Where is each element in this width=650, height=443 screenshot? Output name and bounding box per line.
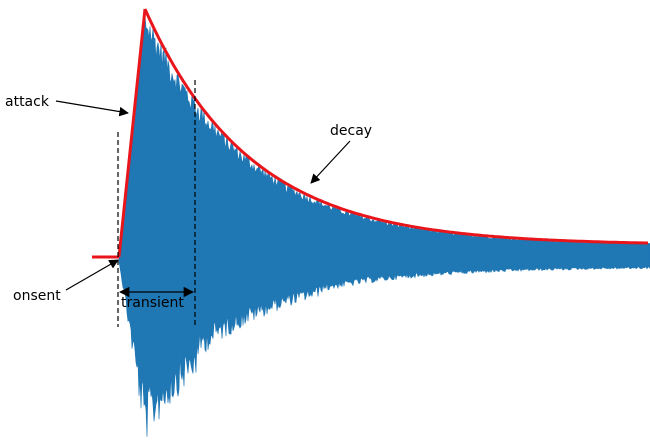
attack-label: attack [5, 94, 50, 110]
transient-label: transient [121, 295, 184, 311]
decay-label: decay [330, 123, 372, 139]
onset-arrow [65, 259, 119, 291]
envelope-attack-line [117, 8, 147, 258]
decay-arrow [310, 140, 351, 184]
waveform [118, 14, 650, 437]
envelope-decay-curve [143, 8, 648, 245]
attack-arrow [55, 100, 129, 117]
onset-label: onsent [13, 288, 61, 304]
